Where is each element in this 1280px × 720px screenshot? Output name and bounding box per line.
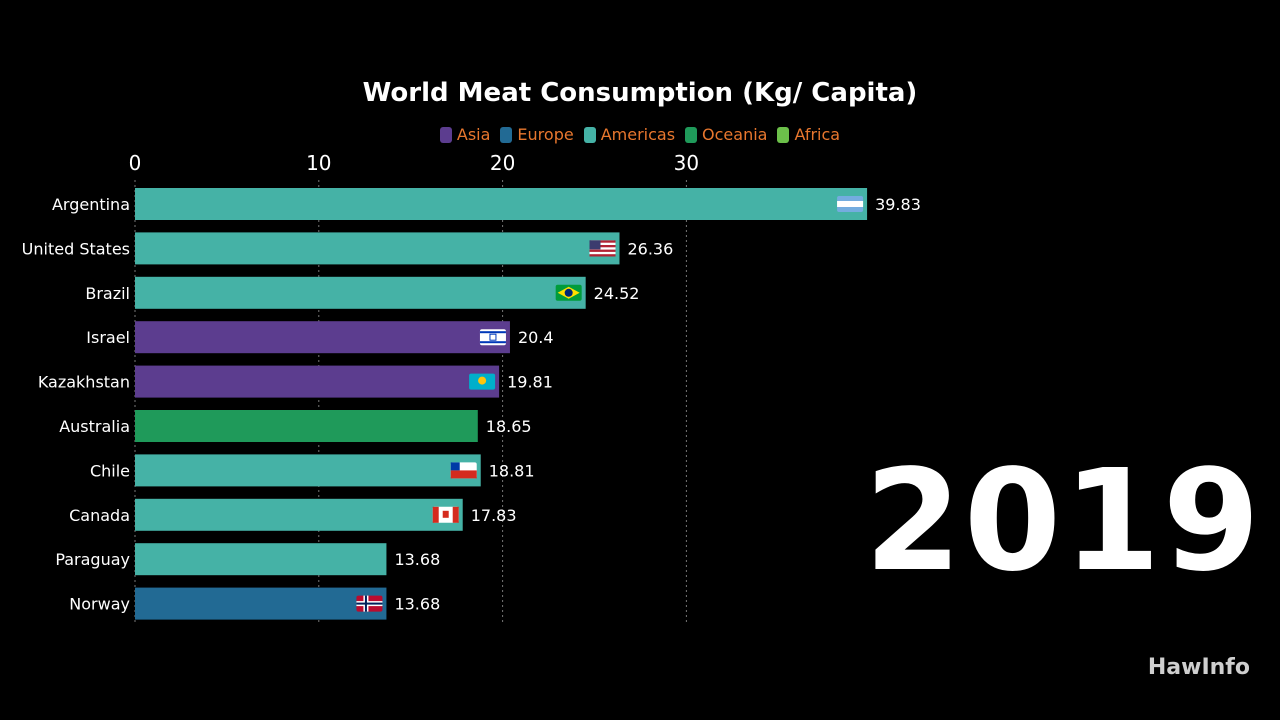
value-label: 13.68: [394, 550, 440, 569]
category-label: Brazil: [85, 284, 130, 303]
category-label: Paraguay: [55, 550, 130, 569]
brand-watermark: HawInfo: [1147, 655, 1250, 680]
legend-label: Asia: [456, 125, 491, 144]
legend-label: Europe: [517, 125, 574, 144]
value-label: 26.36: [627, 239, 673, 258]
bar: [135, 232, 620, 265]
bar: [135, 321, 510, 354]
category-label: Canada: [69, 506, 130, 525]
usa-flag-icon: [589, 240, 616, 257]
chart-title: World Meat Consumption (Kg/ Capita): [362, 78, 918, 108]
bar: [135, 587, 387, 620]
x-tick-label: 0: [129, 151, 142, 175]
kazakhstan-flag-icon: [469, 373, 496, 390]
bar: [135, 498, 463, 531]
category-label: United States: [22, 239, 130, 258]
argentina-flag-icon: [837, 196, 864, 212]
brazil-flag-icon: [555, 284, 582, 301]
canada-flag-icon: [432, 506, 459, 523]
category-label: Chile: [90, 461, 130, 480]
category-label: Israel: [86, 328, 130, 347]
legend-label: Africa: [794, 125, 841, 144]
x-tick-label: 20: [490, 151, 515, 175]
value-label: 18.81: [489, 461, 535, 480]
value-label: 17.83: [471, 506, 517, 525]
bar: [135, 276, 586, 309]
category-label: Kazakhstan: [38, 373, 130, 392]
value-label: 19.81: [507, 373, 553, 392]
legend-swatch: [583, 126, 596, 143]
legend-swatch: [500, 126, 513, 143]
chile-flag-icon: [450, 462, 477, 479]
category-label: Argentina: [52, 195, 130, 214]
legend-swatch: [685, 126, 698, 143]
value-label: 24.52: [594, 284, 640, 303]
value-label: 13.68: [394, 595, 440, 614]
legend-swatch: [439, 126, 452, 143]
value-label: 18.65: [486, 417, 532, 436]
value-label: 20.4: [518, 328, 554, 347]
israel-flag-icon: [479, 329, 506, 346]
bar: [135, 410, 478, 442]
legend-label: Oceania: [702, 125, 768, 144]
legend-item: Oceania: [685, 125, 767, 144]
x-tick-label: 30: [674, 151, 699, 175]
bar: [135, 543, 387, 576]
legend: Asia Europe Americas Oceania Africa: [0, 125, 1280, 144]
value-label: 39.83: [875, 195, 921, 214]
x-tick-label: 10: [306, 151, 331, 175]
category-label: Norway: [69, 595, 130, 614]
bar: [135, 454, 481, 487]
legend-swatch: [777, 126, 790, 143]
bar: [135, 188, 868, 220]
legend-item: Africa: [777, 125, 840, 144]
legend-item: Europe: [500, 125, 574, 144]
legend-label: Americas: [600, 125, 676, 144]
norway-flag-icon: [356, 595, 383, 612]
legend-item: Americas: [583, 125, 676, 144]
legend-item: Asia: [439, 125, 491, 144]
category-label: Australia: [59, 417, 130, 436]
bar: [135, 365, 500, 398]
year-label: 2019: [864, 440, 1262, 603]
